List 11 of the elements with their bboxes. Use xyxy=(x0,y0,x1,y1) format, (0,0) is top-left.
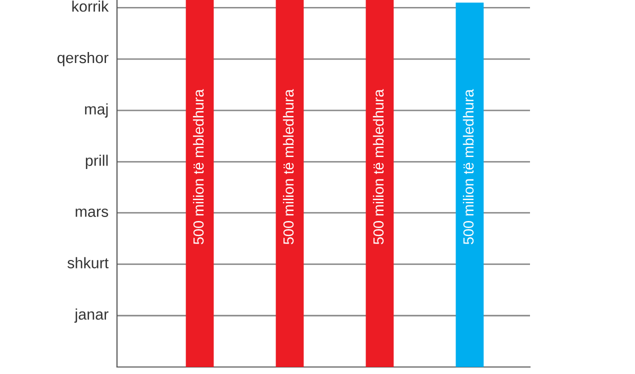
ref-line-label: korrik xyxy=(72,0,109,12)
annotation: 500 milion të mbledhura xyxy=(192,89,204,244)
ref-line-label: maj xyxy=(85,103,108,118)
ref-line-label: prill xyxy=(86,154,108,169)
ref-line-label: janar xyxy=(74,308,108,323)
annotation: 500 milion të mbledhura xyxy=(372,89,384,244)
ref-line-label: mars xyxy=(76,208,108,217)
annotation: 500 milion të mbledhura xyxy=(462,89,474,244)
ref-line-label: qershor xyxy=(58,52,108,66)
ref-line-label: shkurt xyxy=(67,257,109,268)
annotation: 500 milion të mbledhura xyxy=(282,89,294,244)
